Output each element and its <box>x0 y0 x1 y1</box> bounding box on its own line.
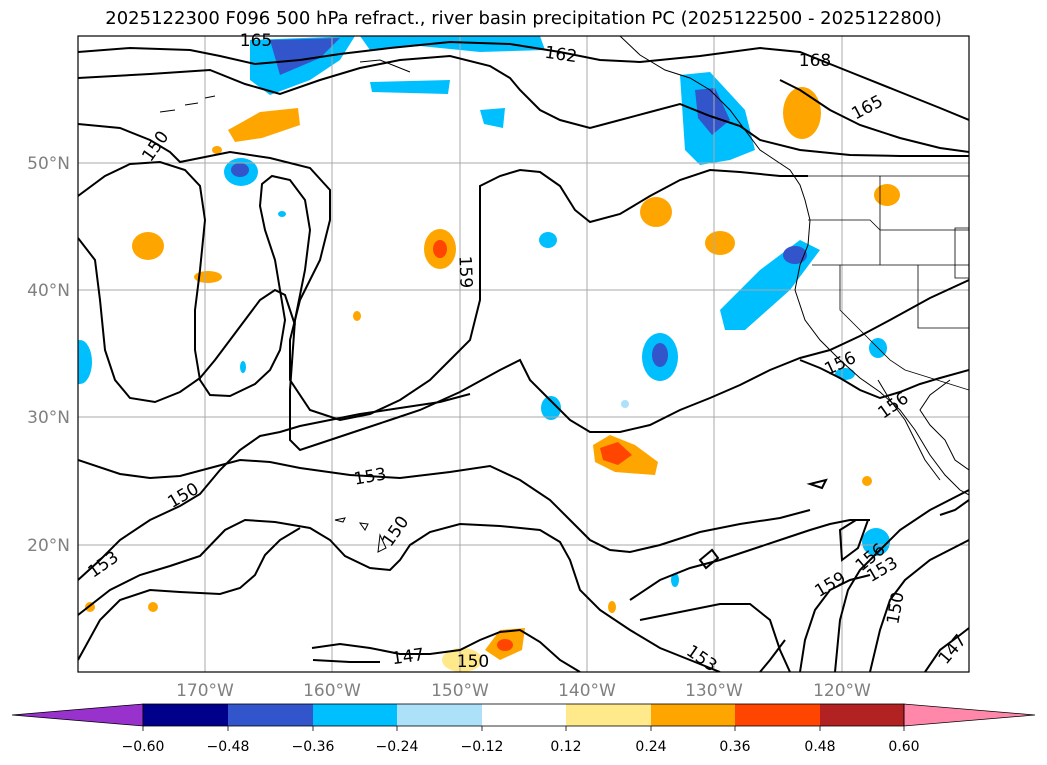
contour-label: 150 <box>138 128 173 166</box>
coastlines <box>159 36 969 553</box>
contour-label: 153 <box>682 641 720 676</box>
colorbar: −0.60 −0.48 −0.36 −0.24 −0.12 0.12 0.24 … <box>11 703 1036 755</box>
contour-label: 150 <box>164 479 202 513</box>
colorbar-tick-label: −0.24 <box>376 739 419 755</box>
negative-anomaly-areas <box>78 36 890 587</box>
contour-label: 159 <box>811 568 849 602</box>
colorbar-tick-label: 0.12 <box>550 739 581 755</box>
refractivity-contours <box>78 40 969 672</box>
colorbar-segment <box>651 704 735 726</box>
contour-label: 162 <box>543 43 578 67</box>
lon-label: 140°W <box>558 681 616 701</box>
contour-label: 150 <box>883 590 908 625</box>
contour-label: 165 <box>848 91 886 124</box>
positive-anomaly-areas <box>85 87 900 672</box>
longitude-labels: 170°W 160°W 150°W 140°W 130°W 120°W <box>176 681 871 701</box>
contour-label: 156 <box>875 388 913 423</box>
map-gridlines <box>78 36 969 672</box>
lat-label: 30°N <box>27 408 70 428</box>
colorbar-outline <box>142 703 905 727</box>
contour-label: 147 <box>935 631 971 669</box>
colorbar-segment <box>820 704 904 726</box>
lon-label: 120°W <box>813 681 871 701</box>
lat-label: 20°N <box>27 536 70 556</box>
contour-labels: 165 162 168 165 150 159 156 156 153 150 … <box>85 31 971 676</box>
colorbar-tick-label: −0.12 <box>461 739 504 755</box>
lon-label: 150°W <box>431 681 489 701</box>
colorbar-segment <box>482 704 566 726</box>
lon-label: 160°W <box>303 681 361 701</box>
contour-label: 153 <box>352 464 387 489</box>
colorbar-segment <box>228 704 313 726</box>
colorbar-tick-label: −0.48 <box>207 739 250 755</box>
colorbar-segment <box>735 704 820 726</box>
colorbar-segment <box>143 704 228 726</box>
colorbar-extend-min <box>11 703 144 727</box>
colorbar-tick-label: 0.48 <box>804 739 835 755</box>
contour-label: 168 <box>799 51 831 71</box>
colorbar-ticks <box>142 726 905 731</box>
lon-label: 130°W <box>685 681 743 701</box>
lat-label: 50°N <box>27 154 70 174</box>
precip-shading <box>78 36 900 672</box>
map-title: 2025122300 F096 500 hPa refract., river … <box>105 8 942 29</box>
lon-label: 170°W <box>176 681 234 701</box>
colorbar-segment <box>397 704 482 726</box>
contour-label: 153 <box>85 547 123 582</box>
colorbar-tick-label: 0.36 <box>719 739 750 755</box>
latitude-labels: 50°N 40°N 30°N 20°N <box>27 154 70 556</box>
colorbar-tick-label: 0.60 <box>888 739 919 755</box>
colorbar-segment <box>566 704 651 726</box>
colorbar-extend-max <box>903 703 1036 727</box>
contour-label: 165 <box>240 31 272 51</box>
state-boundaries <box>808 175 969 391</box>
lat-label: 40°N <box>27 281 70 301</box>
contour-label: 159 <box>454 255 475 288</box>
colorbar-tick-label: −0.36 <box>292 739 335 755</box>
colorbar-segment <box>313 704 397 726</box>
colorbar-tick-label: −0.60 <box>122 739 165 755</box>
contour-label: 150 <box>457 652 489 672</box>
contour-label: 147 <box>391 645 426 669</box>
colorbar-tick-label: 0.24 <box>635 739 666 755</box>
map-frame <box>77 35 970 673</box>
